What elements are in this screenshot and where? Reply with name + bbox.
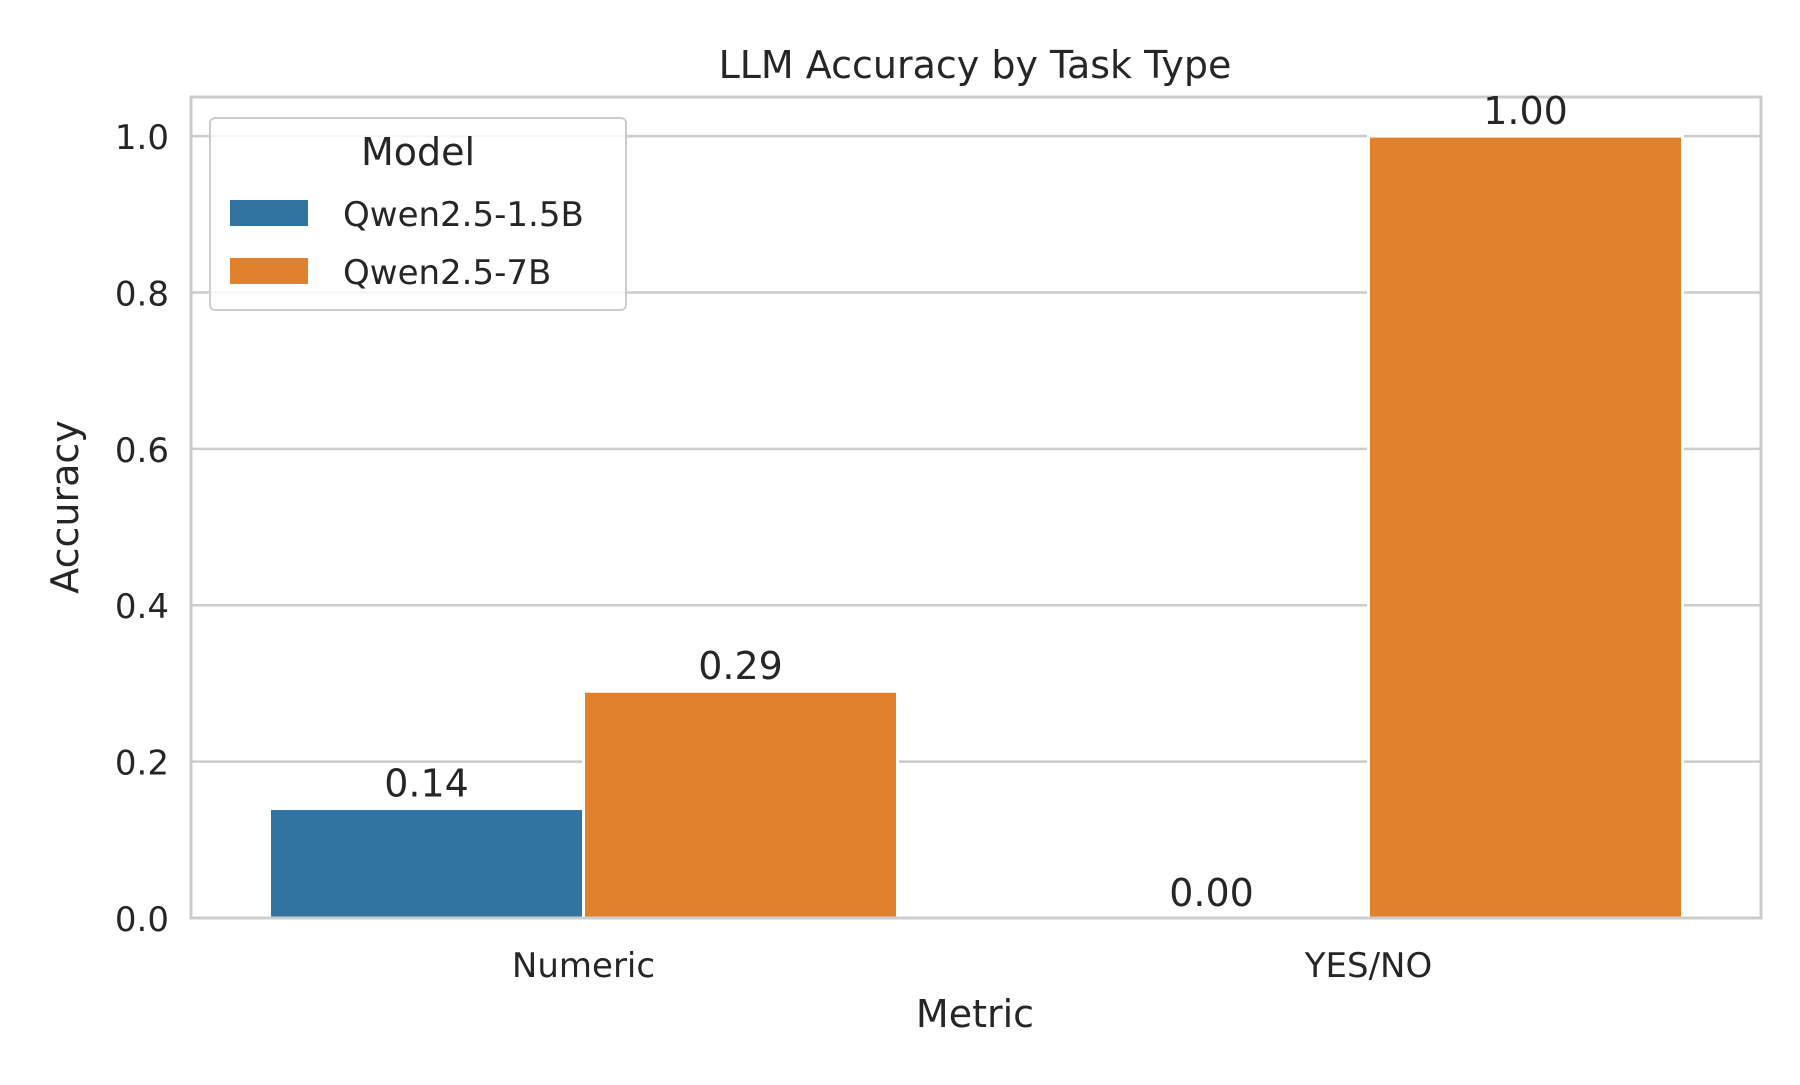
plot-frame [189, 95, 1763, 920]
data-label-qwen2-5-1-5b-numeric: 0.14 [384, 762, 469, 806]
y-axis-label: Accuracy [43, 420, 87, 594]
y-tick-label: 0.8 [115, 274, 169, 314]
x-axis-label: Metric [916, 992, 1034, 1036]
legend-swatch-qwen2-5-1-5b [230, 200, 308, 226]
y-tick-label: 1.0 [115, 118, 169, 158]
bar-qwen2-5-7b-numeric [582, 689, 899, 920]
legend-title: Model [361, 130, 475, 174]
y-tick-label: 0.0 [115, 900, 169, 940]
bar-qwen2-5-1-5b-numeric [268, 807, 585, 920]
x-tick-label-yes-no: YES/NO [1304, 946, 1432, 986]
data-label-qwen2-5-7b-yes-no: 1.00 [1483, 89, 1568, 133]
data-label-qwen2-5-7b-numeric: 0.29 [698, 644, 783, 688]
legend-label-qwen2-5-7b: Qwen2.5-7B [343, 253, 551, 293]
x-axis-ticks: Numeric YES/NO [512, 946, 1432, 986]
y-tick-label: 0.2 [115, 744, 169, 784]
data-label-qwen2-5-1-5b-yes-no: 0.00 [1169, 871, 1254, 915]
legend-swatch-qwen2-5-7b [230, 258, 308, 284]
legend-box [209, 117, 627, 311]
legend: Model Qwen2.5-1.5B Qwen2.5-7B [209, 117, 627, 311]
chart-title: LLM Accuracy by Task Type [719, 43, 1232, 87]
y-axis-ticks: 0.0 0.2 0.4 0.6 0.8 1.0 [115, 118, 169, 940]
data-labels: 0.14 0.29 0.00 1.00 [384, 89, 1568, 915]
y-tick-label: 0.6 [115, 431, 169, 471]
bars [268, 134, 1684, 920]
legend-label-qwen2-5-1-5b: Qwen2.5-1.5B [343, 195, 584, 235]
bar-qwen2-5-7b-yes-no [1367, 134, 1684, 920]
x-tick-label-numeric: Numeric [512, 946, 655, 986]
y-tick-label: 0.4 [115, 587, 169, 627]
